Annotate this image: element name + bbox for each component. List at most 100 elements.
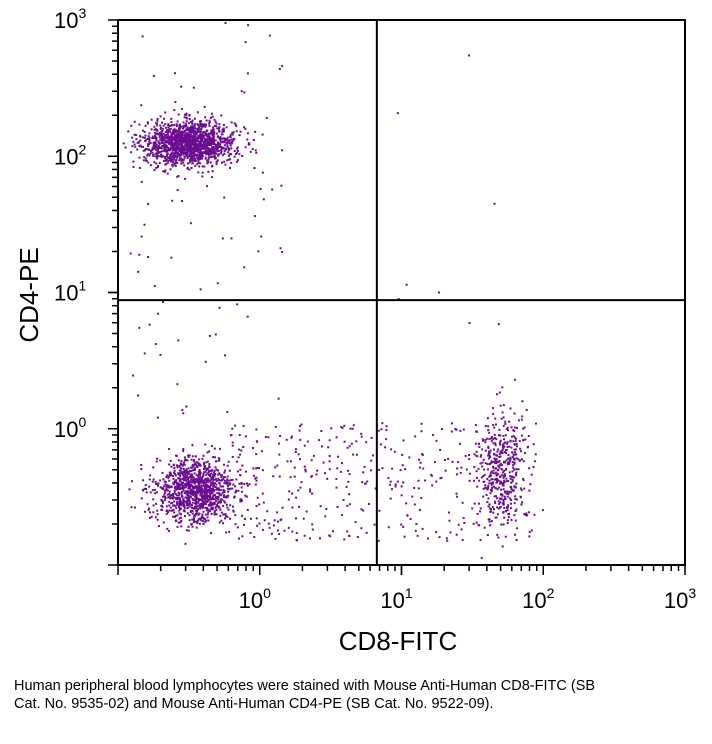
event-point <box>195 132 198 135</box>
event-point <box>208 486 211 489</box>
event-point <box>198 506 201 509</box>
event-point <box>498 463 501 466</box>
event-point <box>243 517 246 520</box>
event-point <box>273 519 276 522</box>
event-point <box>208 498 211 501</box>
event-point <box>191 126 194 129</box>
event-point <box>216 505 219 508</box>
event-point <box>199 151 202 154</box>
event-point <box>511 461 514 464</box>
event-point <box>199 133 202 136</box>
event-point <box>192 135 195 138</box>
event-point <box>164 141 167 144</box>
event-point <box>527 511 530 514</box>
event-point <box>200 498 203 501</box>
event-point <box>343 424 346 427</box>
event-point <box>512 466 515 469</box>
event-point <box>505 452 508 455</box>
event-point <box>152 504 155 507</box>
event-point <box>202 490 205 493</box>
event-point <box>508 462 511 465</box>
event-point <box>206 497 209 500</box>
event-point <box>385 429 388 432</box>
event-point <box>191 493 194 496</box>
event-point <box>210 445 213 448</box>
event-point <box>237 456 240 459</box>
event-point <box>185 133 188 136</box>
event-point <box>308 537 311 540</box>
event-point <box>464 454 467 457</box>
event-point <box>513 514 516 517</box>
event-point <box>199 162 202 165</box>
event-point <box>167 126 170 129</box>
event-point <box>209 116 212 119</box>
event-point <box>206 159 209 162</box>
event-point <box>197 499 200 502</box>
event-point <box>341 426 344 429</box>
event-point <box>183 506 186 509</box>
event-point <box>303 444 306 447</box>
event-point <box>192 507 195 510</box>
event-point <box>209 156 212 159</box>
event-point <box>180 460 183 463</box>
event-point <box>185 116 188 119</box>
event-point <box>507 490 510 493</box>
event-point <box>253 536 256 539</box>
event-point <box>179 132 182 135</box>
event-point <box>152 74 155 77</box>
event-point <box>167 146 170 149</box>
event-point <box>341 514 344 517</box>
event-point <box>237 489 240 492</box>
event-point <box>187 487 190 490</box>
event-point <box>161 121 164 124</box>
event-point <box>348 473 351 476</box>
event-point <box>500 523 503 526</box>
event-point <box>221 137 224 140</box>
event-point <box>183 507 186 510</box>
event-point <box>197 513 200 516</box>
event-point <box>163 159 166 162</box>
event-point <box>183 155 186 158</box>
event-point <box>219 136 222 139</box>
event-point <box>505 449 508 452</box>
event-point <box>396 480 399 483</box>
event-point <box>139 135 142 138</box>
event-point <box>179 469 182 472</box>
event-point <box>188 161 191 164</box>
event-point <box>223 160 226 163</box>
event-point <box>162 139 165 142</box>
event-point <box>494 459 497 462</box>
event-point <box>180 135 183 138</box>
event-point <box>221 147 224 150</box>
event-point <box>164 144 167 147</box>
event-point <box>194 502 197 505</box>
event-point <box>178 502 181 505</box>
event-point <box>165 162 168 165</box>
x-axis-title: CD8-FITC <box>339 626 457 656</box>
event-point <box>231 455 234 458</box>
event-point <box>505 477 508 480</box>
event-point <box>203 165 206 168</box>
event-point <box>171 155 174 158</box>
event-point <box>183 149 186 152</box>
event-point <box>214 482 217 485</box>
event-point <box>210 481 213 484</box>
event-point <box>506 442 509 445</box>
event-point <box>184 491 187 494</box>
event-point <box>208 137 211 140</box>
event-point <box>136 141 139 144</box>
event-point <box>254 477 257 480</box>
event-point <box>463 521 466 524</box>
event-point <box>170 132 173 135</box>
event-point <box>447 457 450 460</box>
event-point <box>207 151 210 154</box>
event-point <box>181 132 184 135</box>
event-point <box>185 468 188 471</box>
event-point <box>354 521 357 524</box>
event-point <box>268 34 271 37</box>
event-point <box>162 155 165 158</box>
event-point <box>234 424 237 427</box>
event-point <box>200 487 203 490</box>
event-point <box>197 171 200 174</box>
event-point <box>229 133 232 136</box>
